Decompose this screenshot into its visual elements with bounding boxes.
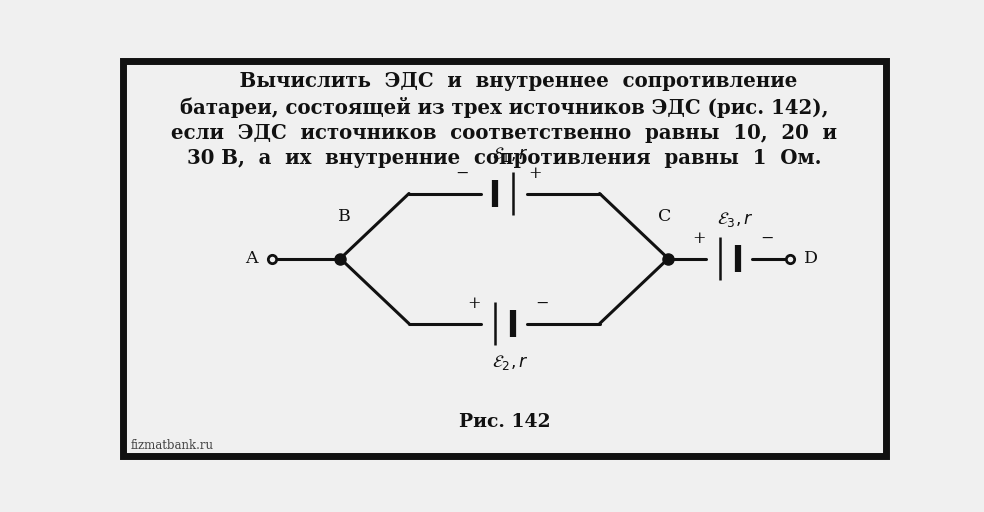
Text: $\mathcal{E}_1, r$: $\mathcal{E}_1, r$ <box>492 145 528 164</box>
Text: если  ЭДС  источников  соответственно  равны  10,  20  и: если ЭДС источников соответственно равны… <box>171 122 837 142</box>
Text: Вычислить  ЭДС  и  внутреннее  сопротивление: Вычислить ЭДС и внутреннее сопротивление <box>212 71 797 91</box>
Text: D: D <box>804 250 818 267</box>
Text: C: C <box>657 208 671 225</box>
Text: −: − <box>456 165 469 182</box>
Text: A: A <box>245 250 258 267</box>
Text: −: − <box>761 230 774 247</box>
Text: +: + <box>467 295 480 312</box>
Text: B: B <box>338 208 350 225</box>
Text: Рис. 142: Рис. 142 <box>459 413 550 431</box>
Text: +: + <box>692 230 706 247</box>
Text: fizmatbank.ru: fizmatbank.ru <box>131 439 214 452</box>
Text: батареи, состоящей из трех источников ЭДС (рис. 142),: батареи, состоящей из трех источников ЭД… <box>180 97 829 118</box>
Text: $\mathcal{E}_2, r$: $\mathcal{E}_2, r$ <box>492 353 528 372</box>
Text: +: + <box>528 165 541 182</box>
Text: $\mathcal{E}_3, r$: $\mathcal{E}_3, r$ <box>717 210 754 229</box>
Text: −: − <box>535 295 549 312</box>
Text: 30 В,  а  их  внутренние  сопротивления  равны  1  Ом.: 30 В, а их внутренние сопротивления равн… <box>187 148 822 168</box>
